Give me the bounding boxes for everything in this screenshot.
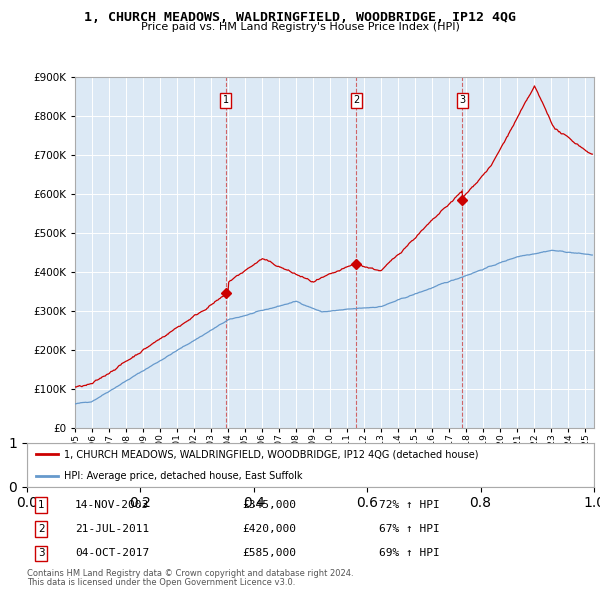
Text: 21-JUL-2011: 21-JUL-2011 (75, 524, 149, 534)
Text: Price paid vs. HM Land Registry's House Price Index (HPI): Price paid vs. HM Land Registry's House … (140, 22, 460, 32)
Text: £345,000: £345,000 (242, 500, 296, 510)
Text: 69% ↑ HPI: 69% ↑ HPI (379, 549, 439, 558)
Text: 3: 3 (459, 95, 465, 105)
Text: 3: 3 (38, 549, 44, 558)
Text: 67% ↑ HPI: 67% ↑ HPI (379, 524, 439, 534)
Text: This data is licensed under the Open Government Licence v3.0.: This data is licensed under the Open Gov… (27, 578, 295, 587)
Text: 1: 1 (38, 500, 44, 510)
Text: 2: 2 (353, 95, 359, 105)
Text: HPI: Average price, detached house, East Suffolk: HPI: Average price, detached house, East… (64, 471, 302, 481)
Text: 72% ↑ HPI: 72% ↑ HPI (379, 500, 439, 510)
Text: 04-OCT-2017: 04-OCT-2017 (75, 549, 149, 558)
Text: £585,000: £585,000 (242, 549, 296, 558)
Text: 1, CHURCH MEADOWS, WALDRINGFIELD, WOODBRIDGE, IP12 4QG (detached house): 1, CHURCH MEADOWS, WALDRINGFIELD, WOODBR… (64, 450, 478, 460)
Text: 2: 2 (38, 524, 44, 534)
Text: Contains HM Land Registry data © Crown copyright and database right 2024.: Contains HM Land Registry data © Crown c… (27, 569, 353, 578)
Text: 14-NOV-2003: 14-NOV-2003 (75, 500, 149, 510)
FancyBboxPatch shape (27, 442, 594, 487)
Text: £420,000: £420,000 (242, 524, 296, 534)
Text: 1, CHURCH MEADOWS, WALDRINGFIELD, WOODBRIDGE, IP12 4QG: 1, CHURCH MEADOWS, WALDRINGFIELD, WOODBR… (84, 11, 516, 24)
Text: 1: 1 (223, 95, 229, 105)
